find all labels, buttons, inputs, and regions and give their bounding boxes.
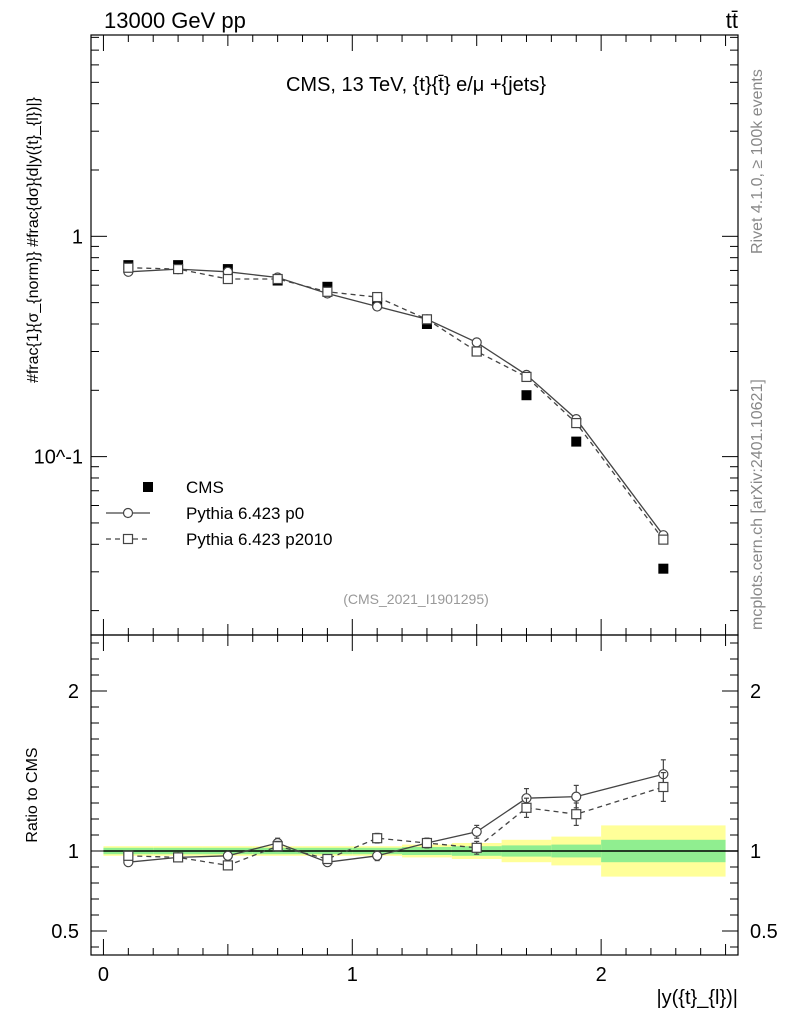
ratio-y-tick-label-left: 0.5 (51, 921, 79, 943)
pythia-p2010-point (123, 262, 134, 273)
ratio-p0-point (372, 850, 383, 861)
ratio-p2010-point (123, 850, 134, 861)
main-y-axis-label: #frac{1}{σ_{norm}} #frac{dσ}{d|y({t}_{l}… (25, 96, 42, 383)
main-series-markers (123, 260, 669, 574)
main-panel: CMS, 13 TeV, {t}{t̄} e/μ +{jets} (CMS_20… (25, 34, 739, 636)
ratio-p2010-point (471, 842, 482, 853)
pythia-p2010-point (421, 314, 433, 325)
legend-marker-p0 (122, 507, 134, 519)
legend-label-1: Pythia 6.423 p0 (186, 504, 304, 523)
ratio-p0-point (571, 791, 582, 802)
cms-data-point (658, 563, 669, 574)
cms-data-point (571, 436, 582, 447)
header-left-label: 13000 GeV pp (104, 8, 246, 33)
pythia-p2010-point (521, 371, 532, 383)
x-tick-label: 2 (596, 964, 607, 986)
ratio-y-axis-label: Ratio to CMS (24, 747, 41, 842)
ratio-p2010-point (322, 853, 333, 865)
rivet-version-text: Rivet 4.1.0, ≥ 100k events (749, 69, 766, 254)
ratio-uncertainty-bands (103, 825, 738, 877)
main-y-tick-label: 1 (72, 226, 83, 248)
analysis-watermark: (CMS_2021_I1901295) (343, 591, 489, 607)
ratio-y-tick-label-right: 0.5 (750, 921, 778, 943)
ratio-p2010-point (272, 841, 283, 852)
main-plot-title: CMS, 13 TeV, {t}{t̄} e/μ +{jets} (286, 74, 546, 96)
ratio-p2010-point (372, 833, 383, 844)
ratio-panel: Ratio to CMS |y({t}_{l})| 0 1 2 2 2 1 1 0.5 0.5 (24, 634, 778, 1009)
ratio-p2010-point (421, 837, 433, 849)
ratio-p2010-point (571, 809, 582, 820)
main-series-line-2 (128, 267, 664, 540)
legend-label-2: Pythia 6.423 p2010 (186, 530, 333, 549)
pythia-p2010-point (172, 263, 184, 275)
ratio-panel-frame (90, 634, 739, 956)
x-tick-label: 1 (347, 964, 358, 986)
ratio-series-line-1 (128, 786, 664, 867)
pythia-p2010-point (471, 346, 482, 357)
header-right-label: tt̄ (726, 8, 738, 33)
ratio-y-tick-label-left: 2 (68, 681, 79, 703)
pythia-p2010-point (372, 291, 383, 303)
cms-data-point (521, 390, 532, 401)
main-y-tick-label: 10^-1 (34, 447, 83, 469)
ratio-series-markers (123, 759, 669, 871)
x-axis-label: |y({t}_{l})| (656, 987, 738, 1009)
pythia-p0-point (372, 301, 383, 312)
ratio-y-tick-label-right: 2 (750, 681, 761, 703)
legend-label-0: CMS (186, 478, 224, 497)
ratio-p0-point (222, 850, 233, 861)
mcplots-text: mcplots.cern.ch [arXiv:2401.10621] (749, 379, 766, 630)
pythia-p2010-point (222, 273, 233, 285)
ratio-p2010-point (521, 802, 532, 813)
ratio-y-tick-label-left: 1 (68, 841, 79, 863)
pythia-p2010-point (571, 417, 582, 429)
ratio-p2010-point (222, 860, 233, 871)
main-axes: 1 10^-1 (34, 35, 738, 635)
x-tick-label: 0 (98, 964, 109, 986)
pythia-p2010-point (272, 273, 283, 285)
main-series-lines (128, 267, 664, 540)
legend-marker-cms (143, 482, 153, 492)
ratio-y-tick-label-right: 1 (750, 841, 761, 863)
pythia-p2010-point (658, 534, 669, 545)
legend: CMS Pythia 6.423 p0 Pythia 6.423 p2010 (106, 478, 333, 549)
pythia-p2010-point (322, 286, 333, 297)
ratio-axes: 0 1 2 2 2 1 1 0.5 0.5 (51, 635, 778, 986)
ratio-p0-point (471, 826, 482, 837)
ratio-p2010-point (172, 852, 184, 863)
ratio-p2010-point (658, 781, 669, 793)
legend-marker-p2010 (122, 533, 134, 545)
pythia-p0-point (471, 337, 482, 348)
